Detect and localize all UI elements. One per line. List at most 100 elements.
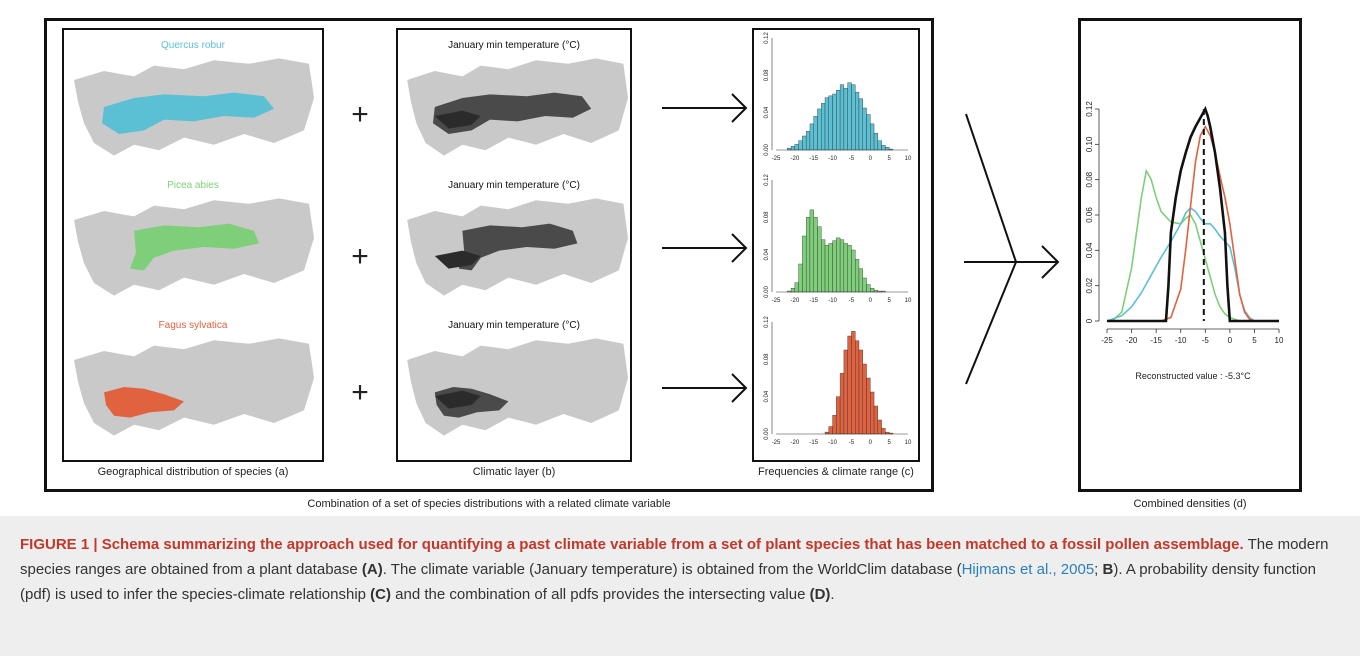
y-tick-label: 0.12	[764, 316, 770, 328]
caption-text-1: The modern species ranges are obtained f…	[20, 536, 1329, 578]
histogram-bar	[802, 135, 807, 151]
histogram-bar	[862, 277, 867, 293]
y-tick-label: 0.04	[764, 390, 770, 402]
histogram-bar	[813, 116, 818, 151]
x-tick-label: -20	[1126, 336, 1138, 345]
y-tick-label: 0.02	[1085, 277, 1094, 293]
histogram-bar	[847, 245, 852, 293]
histogram-bar	[832, 240, 837, 293]
histogram-bar	[798, 140, 803, 151]
y-tick-label: 0.12	[1085, 101, 1094, 117]
y-tick-label: 0.00	[764, 428, 770, 440]
histogram-bar	[858, 98, 863, 151]
panel-a-label: Geographical distribution of species (a)	[97, 466, 289, 478]
caption-text-4: ). A probability density function (pdf) …	[20, 561, 1316, 603]
x-tick-label: -10	[1175, 336, 1187, 345]
histogram-bar	[877, 419, 882, 435]
histogram-bar	[817, 108, 822, 151]
histogram-bar	[832, 415, 837, 435]
y-tick-label: 0.00	[764, 286, 770, 298]
histogram-bar	[794, 282, 799, 293]
x-tick-label: -20	[791, 440, 800, 446]
caption-ref-d: (D)	[809, 586, 831, 603]
x-tick-label: -20	[791, 156, 800, 162]
climate-map-1: January min temperature (°C)	[407, 40, 628, 156]
x-tick-label: -5	[849, 156, 855, 162]
histogram-bar	[858, 349, 863, 435]
climate-map-title-1: January min temperature (°C)	[448, 40, 580, 51]
y-tick-label: 0.08	[1085, 171, 1094, 187]
panel-b-maps: January min temperature (°C) January min …	[407, 40, 628, 436]
histogram-bar	[836, 90, 841, 151]
x-tick-label: 0	[1228, 336, 1233, 345]
histogram-bar	[851, 249, 856, 293]
caption-text-3: ;	[1094, 561, 1103, 578]
histogram-3: -25 -20 -15 -10 -5 0 5 10 0.00 0.04 0.08 0.12	[764, 316, 912, 446]
y-tick-label: 0.12	[764, 174, 770, 186]
histogram-bar	[839, 239, 845, 293]
x-tick-label: -25	[1101, 336, 1113, 345]
x-tick-label: 5	[1252, 336, 1257, 345]
x-tick-label: -25	[772, 440, 781, 446]
panel-d-densities: -25 -20 -15 -10 -5 0 5 10 0 0.02 0.04 0.06 0.08 0.10 0…	[1085, 101, 1284, 381]
y-tick-label: 0.04	[764, 106, 770, 118]
panel-b-frame: January min temperature (°C) January min …	[396, 28, 632, 462]
x-tick-label: 0	[869, 298, 873, 304]
histogram-bar	[836, 237, 841, 293]
histogram-bar	[862, 107, 867, 151]
histogram-bar	[881, 145, 886, 151]
climate-map-title-3: January min temperature (°C)	[448, 320, 580, 331]
arrows-to-c	[662, 93, 748, 403]
x-tick-label: -5	[1202, 336, 1210, 345]
x-tick-label: -5	[849, 298, 855, 304]
convergence-arrow	[964, 113, 1060, 385]
x-tick-label: 10	[905, 156, 912, 162]
histogram-bar	[858, 268, 863, 293]
plus-sign-2: +	[351, 240, 369, 273]
plus-sign-3: +	[351, 376, 369, 409]
figure: Quercus robur Picea abies Fagus sylvatica …	[44, 18, 1302, 510]
x-tick-label: 10	[905, 298, 912, 304]
species-name-3: Fagus sylvatica	[159, 320, 228, 331]
x-tick-label: -15	[809, 440, 818, 446]
histogram-bar	[790, 288, 796, 293]
histogram-bar	[828, 426, 833, 435]
panel-c-frame: -25 -20 -15 -10 -5 0 5 10 0.00 0.04 0.08 0.12 -25 -20…	[752, 28, 920, 462]
panel-c-label: Frequencies & climate range (c)	[758, 466, 914, 478]
y-tick-label: 0.04	[764, 248, 770, 260]
histogram-bar	[824, 245, 830, 293]
x-tick-label: -5	[849, 440, 855, 446]
citation-link[interactable]: Hijmans et al., 2005	[961, 561, 1095, 578]
species-map-2: Picea abies	[74, 180, 314, 296]
density-line-3	[1107, 125, 1279, 322]
y-tick-label: 0.06	[1085, 207, 1094, 223]
species-map-1: Quercus robur	[74, 40, 314, 156]
panel-a-maps: Quercus robur Picea abies Fagus sylvatica	[74, 40, 314, 436]
x-tick-label: 10	[1275, 336, 1284, 345]
y-tick-label: 0.08	[764, 353, 770, 365]
histogram-bar	[794, 144, 799, 151]
histogram-bar	[847, 335, 852, 435]
histogram-bar	[798, 263, 803, 293]
panel-b-label: Climatic layer (b)	[472, 466, 556, 478]
caption-ref-b: B	[1102, 561, 1114, 578]
histogram-bar	[881, 428, 886, 435]
x-tick-label: -20	[791, 298, 800, 304]
x-tick-label: 5	[887, 440, 891, 446]
caption-text-6: .	[830, 586, 835, 603]
histogram-2: -25 -20 -15 -10 -5 0 5 10 0.00 0.04 0.08 0.12	[764, 174, 912, 304]
panel-d-frame: -25 -20 -15 -10 -5 0 5 10 0 0.02 0.04 0.06 0.08 0.10 0…	[1078, 18, 1302, 492]
histogram-bar	[790, 146, 796, 151]
x-tick-label: -15	[809, 298, 818, 304]
panel-a-frame: Quercus robur Picea abies Fagus sylvatica	[62, 28, 324, 462]
histogram-bar	[885, 146, 890, 151]
y-tick-label: 0.10	[1085, 136, 1094, 152]
histogram-bar	[836, 396, 841, 435]
x-tick-label: -15	[1150, 336, 1162, 345]
histogram-bar	[821, 103, 826, 151]
x-tick-label: -15	[809, 156, 818, 162]
combination-label: Combination of a set of species distribu…	[307, 498, 671, 510]
caption-figure-label: FIGURE 1 | Schema summarizing the approa…	[20, 536, 1244, 553]
x-tick-label: 0	[869, 440, 873, 446]
panel-d-label: Combined densities (d)	[1133, 498, 1247, 510]
